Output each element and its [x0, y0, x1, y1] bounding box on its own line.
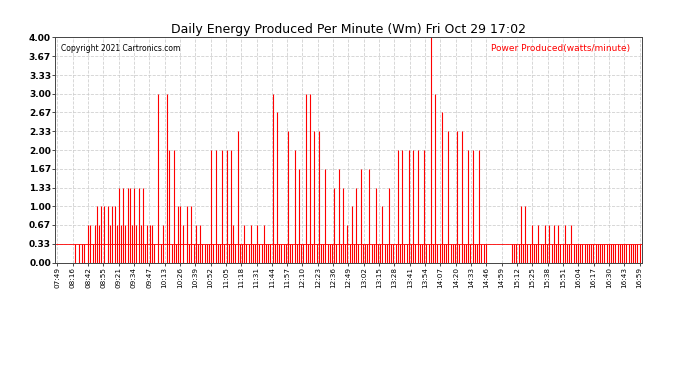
Text: Power Produced(watts/minute): Power Produced(watts/minute) [491, 44, 630, 53]
Title: Daily Energy Produced Per Minute (Wm) Fri Oct 29 17:02: Daily Energy Produced Per Minute (Wm) Fr… [171, 23, 526, 36]
Text: Copyright 2021 Cartronics.com: Copyright 2021 Cartronics.com [61, 44, 181, 53]
